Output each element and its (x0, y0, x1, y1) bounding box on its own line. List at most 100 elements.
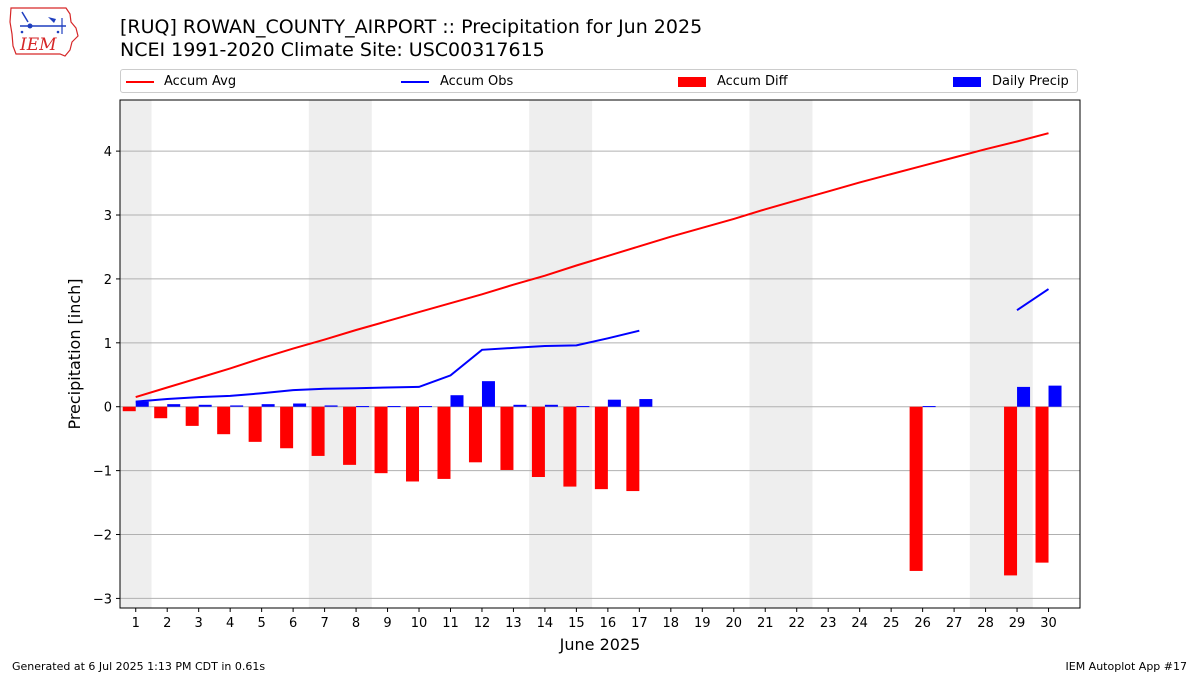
accum-diff-bar (1035, 406, 1049, 563)
y-tick-label: −1 (93, 465, 112, 480)
daily-precip-bar (576, 406, 590, 408)
x-tick-label: 26 (914, 616, 931, 631)
daily-precip-bar (198, 404, 212, 407)
legend-swatch-accum-avg (126, 81, 154, 83)
accum-avg-line (135, 132, 1049, 399)
x-tick-label: 7 (320, 616, 328, 631)
x-tick-label: 14 (537, 616, 554, 631)
x-tick-label: 4 (226, 616, 234, 631)
legend-label: Accum Diff (717, 74, 788, 89)
x-tick-label: 19 (694, 616, 711, 631)
y-tick-label: 4 (104, 145, 112, 160)
x-tick-label: 12 (474, 616, 491, 631)
accum-diff-bar (248, 406, 262, 442)
accum-obs-line (135, 288, 1050, 403)
daily-precip-bar (513, 404, 527, 407)
daily-precip-bar (1048, 385, 1062, 407)
y-tick-label: 2 (104, 273, 112, 288)
accum-diff-bar (154, 406, 168, 419)
x-tick-label: 30 (1040, 616, 1057, 631)
daily-precip-bar (481, 381, 495, 407)
accum-diff-bar (437, 406, 451, 479)
plot-frame (119, 99, 1081, 609)
x-tick-label: 2 (163, 616, 171, 631)
accum-diff-bar (343, 406, 357, 465)
accum-diff-bar (280, 406, 294, 449)
legend: Accum Avg Accum Obs Accum Diff Daily Pre… (120, 69, 1078, 93)
accum-diff-bar (531, 406, 545, 478)
y-tick-label: 1 (104, 337, 112, 352)
y-tick-label: −3 (93, 592, 112, 607)
accum-diff-bar (1004, 406, 1018, 576)
accum-diff-bar (500, 406, 514, 470)
daily-precip-bar (356, 406, 370, 408)
x-tick-label: 28 (977, 616, 994, 631)
generated-timestamp: Generated at 6 Jul 2025 1:13 PM CDT in 0… (12, 660, 266, 673)
daily-precip-bar (639, 399, 653, 407)
iem-logo: IEM (8, 6, 80, 58)
accum-diff-bar (406, 406, 420, 482)
legend-swatch-daily-precip (953, 77, 981, 87)
accum-diff-bar (563, 406, 577, 487)
x-tick-label: 24 (851, 616, 868, 631)
chart-subtitle: NCEI 1991-2020 Climate Site: USC00317615 (120, 39, 545, 61)
weather-vane-icon (21, 11, 29, 23)
accum-diff-bar (122, 406, 136, 412)
legend-label: Daily Precip (992, 74, 1069, 89)
y-axis-label: Precipitation [inch] (65, 278, 84, 429)
accum-diff-bar (626, 406, 640, 492)
daily-precip-bar (607, 399, 621, 407)
accum-diff-bar (185, 406, 199, 426)
x-tick-label: 17 (631, 616, 648, 631)
daily-precip-bar (544, 404, 558, 407)
legend-label: Accum Avg (164, 74, 237, 89)
x-tick-label: 29 (1009, 616, 1026, 631)
weekend-band (969, 100, 1033, 608)
daily-precip-bar (293, 403, 307, 407)
y-tick-label: 0 (104, 401, 112, 416)
x-tick-label: 20 (725, 616, 742, 631)
daily-precip-bar (230, 405, 244, 407)
x-tick-label: 13 (505, 616, 522, 631)
x-tick-label: 21 (757, 616, 774, 631)
y-tick-label: 3 (104, 209, 112, 224)
daily-precip-bar (324, 405, 338, 407)
y-tick-label: −2 (93, 529, 112, 544)
daily-precip-bar (1017, 386, 1031, 407)
x-axis-label: June 2025 (559, 635, 641, 654)
x-tick-label: 5 (257, 616, 265, 631)
daily-precip-bar (922, 406, 936, 408)
weekend-band (308, 100, 372, 608)
daily-precip-bar (419, 406, 433, 408)
x-tick-label: 15 (568, 616, 585, 631)
x-tick-label: 3 (195, 616, 203, 631)
accum-diff-bar (311, 406, 325, 456)
x-tick-label: 18 (663, 616, 680, 631)
iem-logo-graphic: IEM (9, 7, 79, 57)
accum-diff-bar (217, 406, 231, 435)
x-tick-label: 22 (788, 616, 805, 631)
accum-diff-bar (374, 406, 388, 474)
weekend-band (120, 100, 152, 608)
daily-precip-bar (387, 406, 401, 408)
accum-diff-bar (468, 406, 482, 463)
x-tick-label: 25 (883, 616, 900, 631)
legend-label: Accum Obs (440, 74, 514, 89)
weekend-band (749, 100, 813, 608)
accum-diff-bar (909, 406, 923, 571)
x-tick-label: 10 (411, 616, 428, 631)
x-tick-label: 27 (946, 616, 963, 631)
daily-precip-bar (135, 401, 149, 407)
accum-diff-bar (594, 406, 608, 490)
app-credit: IEM Autoplot App #17 (1065, 660, 1188, 673)
daily-precip-bar (167, 404, 181, 407)
x-tick-label: 1 (132, 616, 140, 631)
x-tick-label: 8 (352, 616, 360, 631)
x-tick-label: 16 (600, 616, 617, 631)
chart-title: [RUQ] ROWAN_COUNTY_AIRPORT :: Precipitat… (120, 16, 703, 38)
x-tick-label: 9 (383, 616, 391, 631)
weekend-band (529, 100, 593, 608)
iem-logo-text: IEM (19, 35, 57, 55)
x-tick-label: 23 (820, 616, 837, 631)
